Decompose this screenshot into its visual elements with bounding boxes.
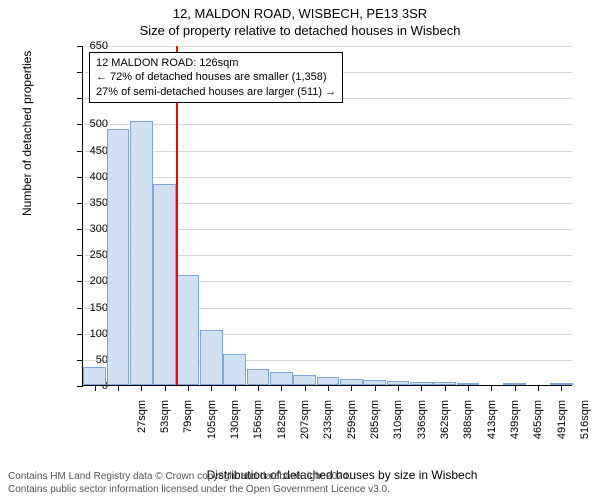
histogram-bar bbox=[317, 377, 340, 385]
x-tick-label: 233sqm bbox=[322, 400, 334, 450]
x-tick-label: 27sqm bbox=[136, 400, 148, 450]
histogram-bar bbox=[153, 184, 176, 385]
y-tick-label: 350 bbox=[68, 197, 108, 209]
histogram-chart: Number of detached properties 0501001502… bbox=[52, 46, 572, 416]
x-tick-label: 310sqm bbox=[392, 400, 404, 450]
x-tick bbox=[188, 385, 189, 391]
x-tick-label: 516sqm bbox=[579, 400, 591, 450]
plot-area: 0501001502002503003504004505005506006502… bbox=[82, 46, 572, 386]
x-tick-label: 207sqm bbox=[299, 400, 311, 450]
y-tick-label: 100 bbox=[68, 328, 108, 340]
x-tick-label: 53sqm bbox=[159, 400, 171, 450]
y-tick-label: 300 bbox=[68, 223, 108, 235]
x-tick bbox=[165, 385, 166, 391]
x-tick bbox=[445, 385, 446, 391]
x-tick bbox=[328, 385, 329, 391]
y-tick-label: 500 bbox=[68, 118, 108, 130]
histogram-bar bbox=[107, 129, 130, 385]
histogram-bar bbox=[177, 275, 200, 385]
x-tick bbox=[375, 385, 376, 391]
x-tick-label: 362sqm bbox=[439, 400, 451, 450]
annotation-line: 27% of semi-detached houses are larger (… bbox=[96, 85, 336, 99]
y-tick-label: 400 bbox=[68, 171, 108, 183]
x-tick-label: 182sqm bbox=[276, 400, 288, 450]
histogram-bar bbox=[270, 372, 293, 385]
x-tick bbox=[538, 385, 539, 391]
footer-line: Contains public sector information licen… bbox=[8, 483, 390, 496]
gridline bbox=[83, 46, 572, 47]
x-tick bbox=[561, 385, 562, 391]
x-tick bbox=[421, 385, 422, 391]
x-tick-label: 285sqm bbox=[369, 400, 381, 450]
annotation-line: 12 MALDON ROAD: 126sqm bbox=[96, 56, 336, 70]
x-tick bbox=[118, 385, 119, 391]
histogram-bar bbox=[223, 354, 246, 385]
histogram-bar bbox=[247, 369, 270, 385]
page-title: 12, MALDON ROAD, WISBECH, PE13 3SR bbox=[0, 6, 600, 21]
x-tick-label: 413sqm bbox=[486, 400, 498, 450]
y-tick-label: 200 bbox=[68, 275, 108, 287]
x-tick-label: 79sqm bbox=[182, 400, 194, 450]
annotation-line: ← 72% of detached houses are smaller (1,… bbox=[96, 70, 336, 84]
x-tick-label: 388sqm bbox=[462, 400, 474, 450]
x-tick-label: 259sqm bbox=[346, 400, 358, 450]
x-tick bbox=[281, 385, 282, 391]
x-tick bbox=[211, 385, 212, 391]
x-tick bbox=[258, 385, 259, 391]
x-tick-label: 465sqm bbox=[532, 400, 544, 450]
footer-line: Contains HM Land Registry data © Crown c… bbox=[8, 470, 390, 483]
y-axis-label: Number of detached properties bbox=[20, 51, 34, 216]
x-tick-label: 336sqm bbox=[416, 400, 428, 450]
x-tick bbox=[95, 385, 96, 391]
x-tick bbox=[235, 385, 236, 391]
gridline bbox=[83, 151, 572, 152]
x-tick-label: 491sqm bbox=[556, 400, 568, 450]
x-tick-label: 156sqm bbox=[252, 400, 264, 450]
x-tick bbox=[141, 385, 142, 391]
page-subtitle: Size of property relative to detached ho… bbox=[0, 23, 600, 38]
y-tick-label: 250 bbox=[68, 249, 108, 261]
histogram-bar bbox=[130, 121, 153, 385]
histogram-bar bbox=[200, 330, 223, 385]
x-tick bbox=[305, 385, 306, 391]
gridline bbox=[83, 177, 572, 178]
x-tick bbox=[515, 385, 516, 391]
histogram-bar bbox=[83, 367, 106, 385]
x-tick bbox=[468, 385, 469, 391]
marker-annotation: 12 MALDON ROAD: 126sqm← 72% of detached … bbox=[89, 52, 343, 103]
y-tick-label: 50 bbox=[68, 354, 108, 366]
x-tick bbox=[351, 385, 352, 391]
y-tick-label: 450 bbox=[68, 145, 108, 157]
x-tick bbox=[491, 385, 492, 391]
histogram-bar bbox=[293, 375, 316, 385]
x-tick-label: 130sqm bbox=[229, 400, 241, 450]
x-tick bbox=[398, 385, 399, 391]
y-tick-label: 650 bbox=[68, 40, 108, 52]
gridline bbox=[83, 124, 572, 125]
x-tick-label: 105sqm bbox=[206, 400, 218, 450]
x-tick-label: 439sqm bbox=[509, 400, 521, 450]
footer-attribution: Contains HM Land Registry data © Crown c… bbox=[8, 470, 390, 496]
y-tick-label: 150 bbox=[68, 302, 108, 314]
